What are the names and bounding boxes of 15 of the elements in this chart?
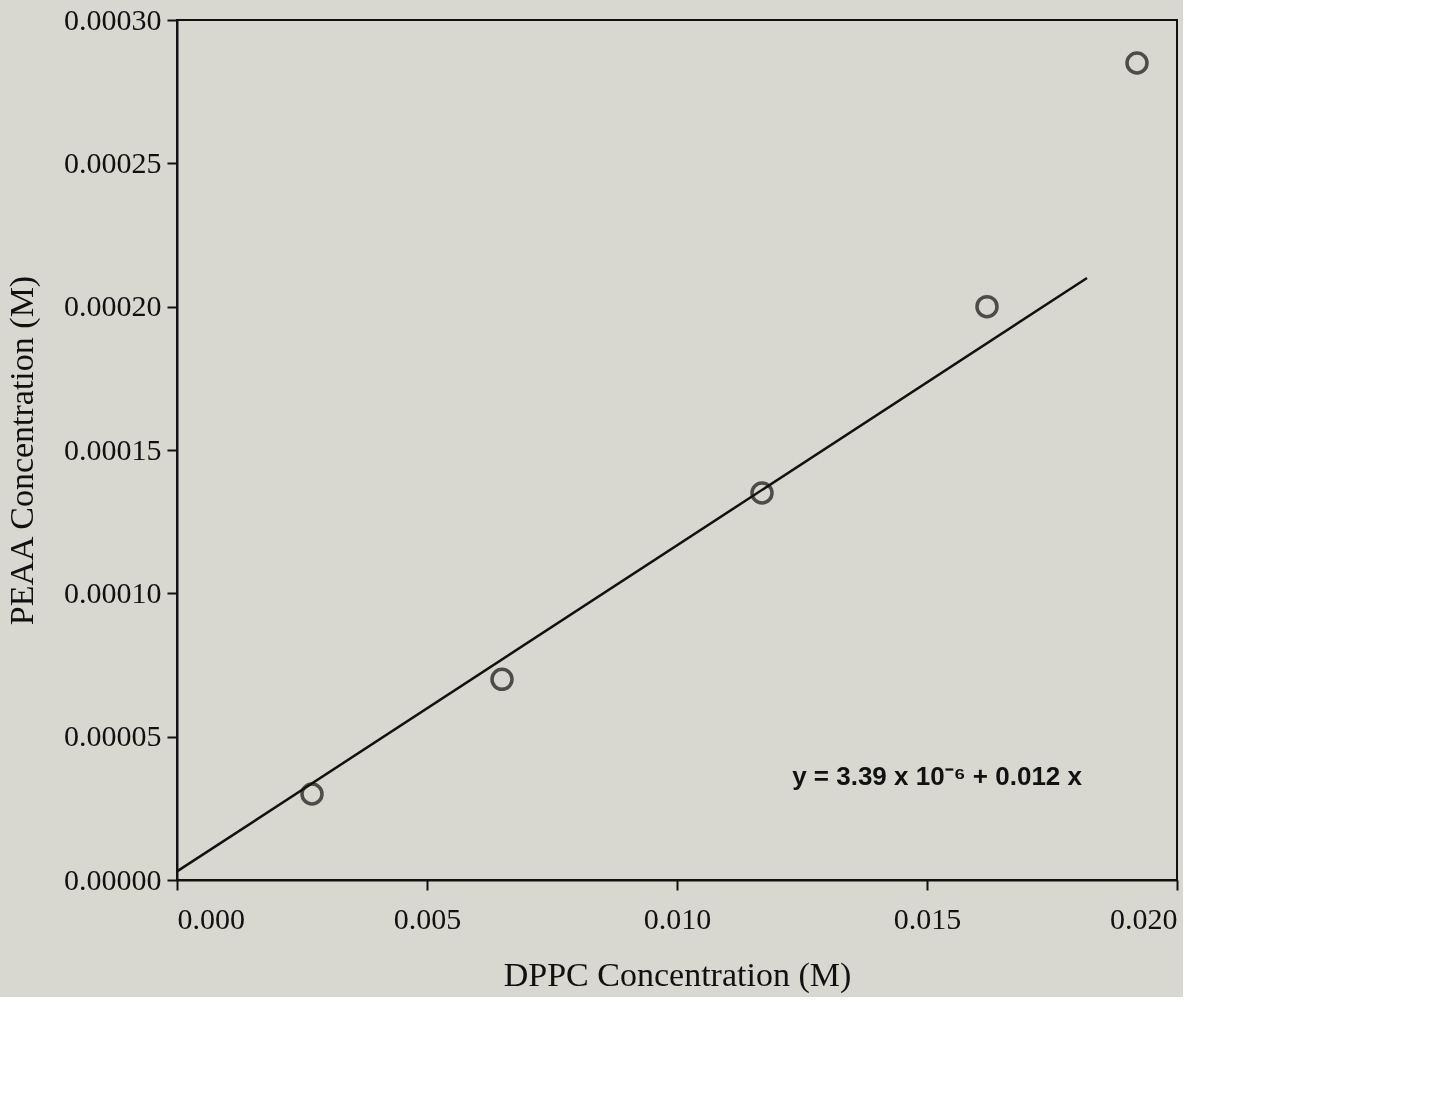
y-tick-label: 0.00000 xyxy=(64,862,162,896)
x-axis-title: DPPC Concentration (M) xyxy=(503,955,852,994)
x-tick-label: 0.005 xyxy=(393,901,462,935)
y-tick-label: 0.00030 xyxy=(64,2,162,36)
y-tick-label: 0.00010 xyxy=(64,575,162,609)
y-tick-label: 0.00025 xyxy=(64,145,162,179)
y-tick-label: 0.00020 xyxy=(64,289,162,323)
y-tick-label: 0.00005 xyxy=(64,719,162,753)
x-tick-label: 0.020 xyxy=(1110,901,1178,935)
x-tick-label: 0.010 xyxy=(643,901,712,935)
x-tick-label: 0.015 xyxy=(893,901,962,935)
y-axis-title: PEAA Concentration (M) xyxy=(3,275,41,626)
y-tick-label: 0.00015 xyxy=(64,432,162,466)
x-tick-label: 0.000 xyxy=(177,901,245,935)
annotation: y = 3.39 x 10⁻⁶ + 0.012 x xyxy=(792,760,1083,791)
